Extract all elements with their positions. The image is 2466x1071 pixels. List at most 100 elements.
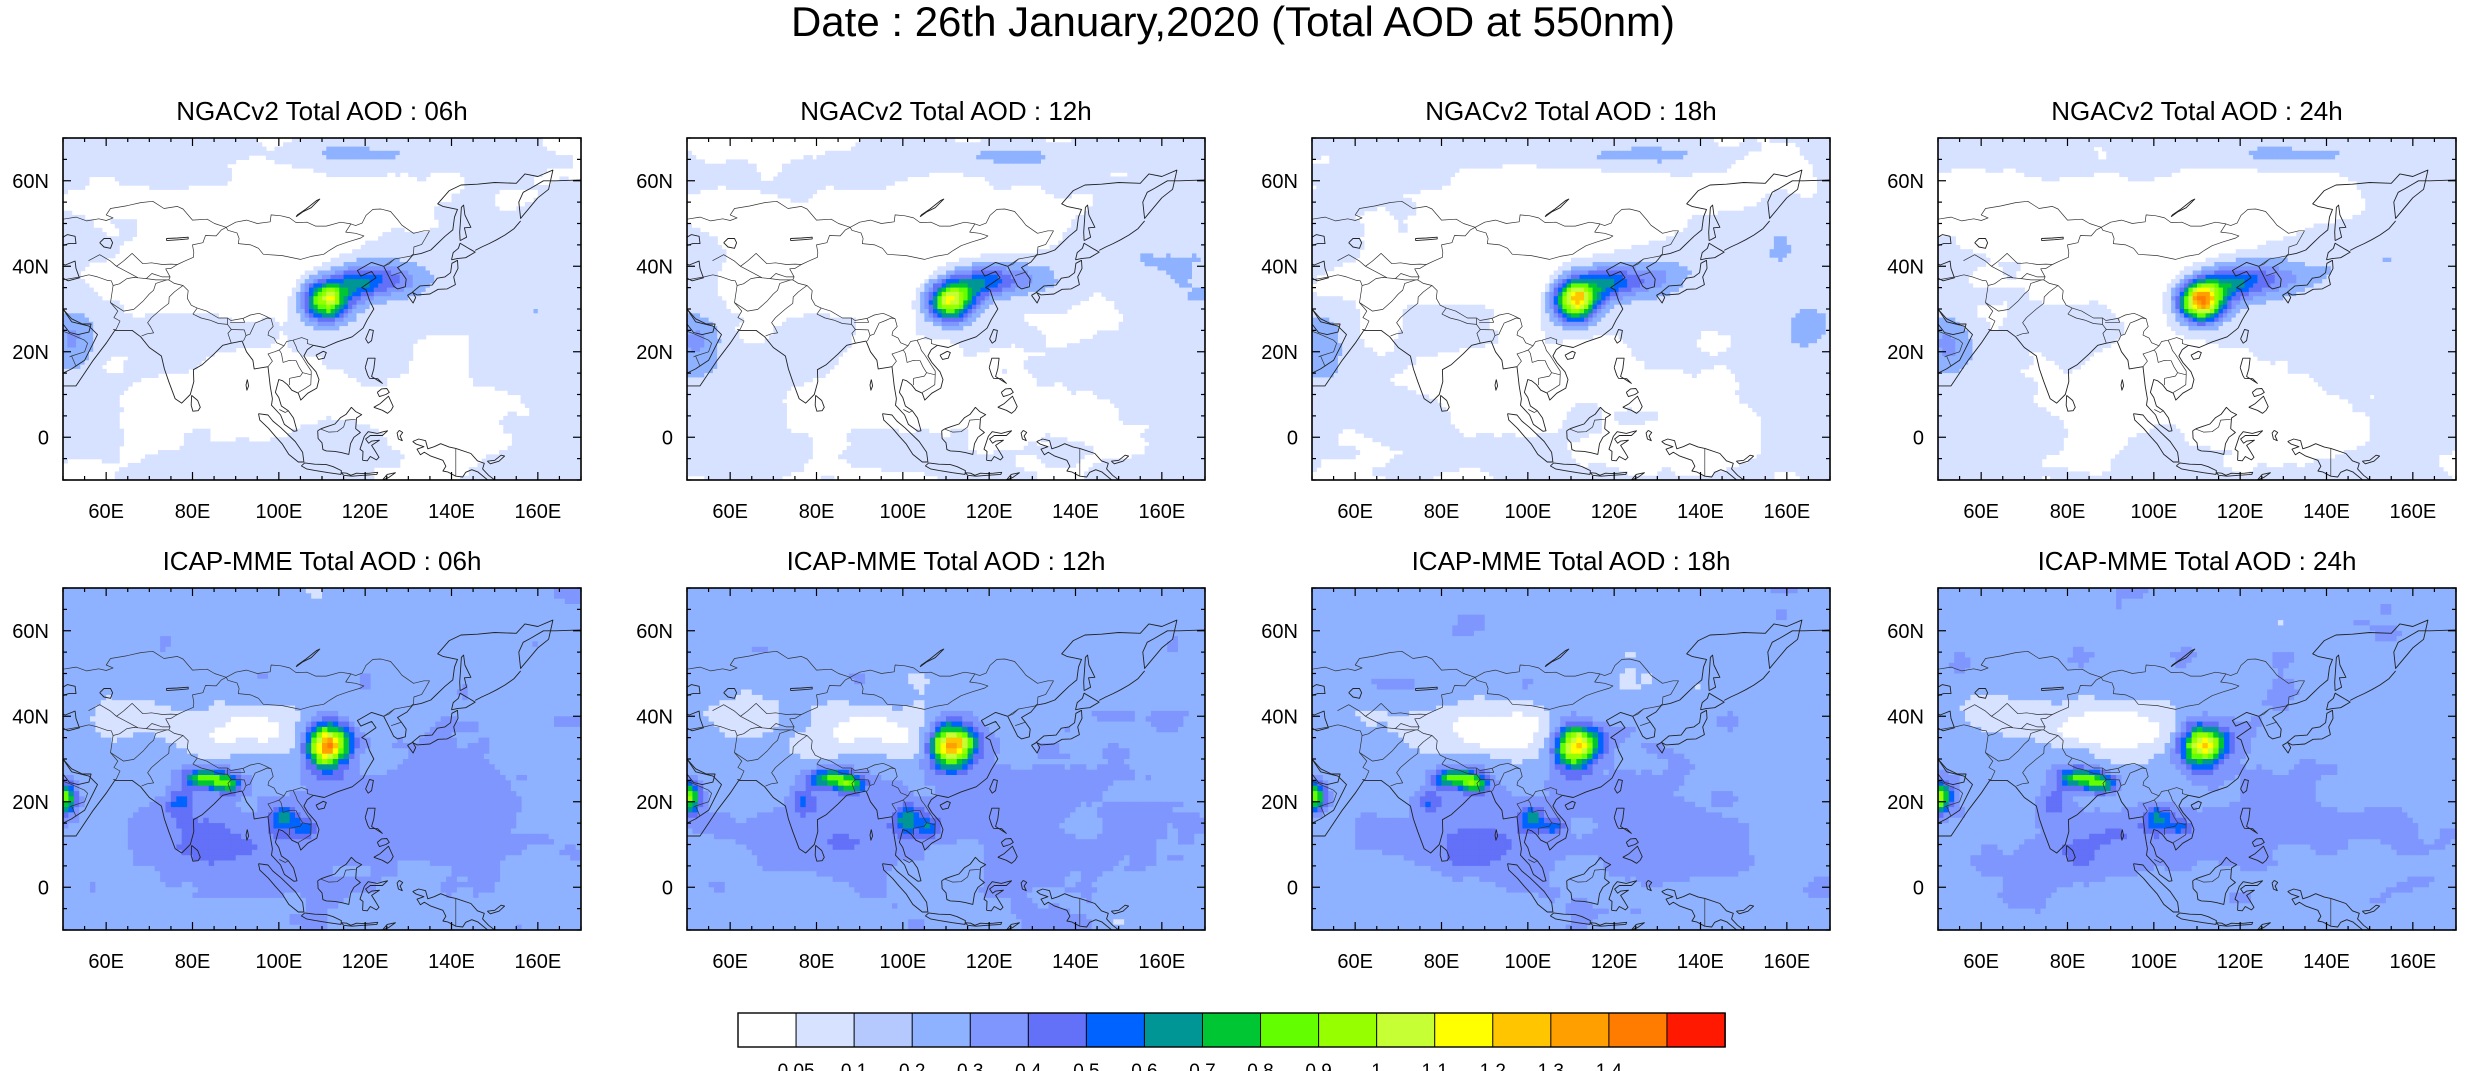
lon-tick-label: 140E — [1052, 501, 1099, 523]
lon-tick-label: 60E — [1337, 501, 1373, 523]
lat-tick-label: 20N — [1887, 342, 1924, 364]
lon-tick-label: 160E — [1138, 501, 1185, 523]
colorbar-swatch — [1143, 1012, 1204, 1048]
lon-tick-label: 100E — [255, 501, 302, 523]
lat-tick-label: 40N — [12, 256, 49, 278]
lon-tick-label: 120E — [342, 951, 389, 973]
lon-tick-label: 100E — [2130, 951, 2177, 973]
figure-title: Date : 26th January,2020 (Total AOD at 5… — [0, 0, 2466, 44]
lat-tick-label: 20N — [1887, 792, 1924, 814]
colorbar-swatch — [969, 1012, 1030, 1048]
country-borders — [63, 650, 457, 927]
colorbar-swatch — [737, 1012, 797, 1048]
lon-tick-label: 140E — [1052, 951, 1099, 973]
aod-field — [1312, 138, 1830, 480]
lat-tick-label: 60N — [12, 621, 49, 643]
lon-tick-label: 160E — [2389, 951, 2436, 973]
aod-field — [63, 588, 581, 930]
lon-tick-label: 100E — [1504, 501, 1551, 523]
lat-tick-label: 60N — [1261, 621, 1298, 643]
colorbar-swatch — [1492, 1012, 1552, 1048]
map-panel: NGACv2 Total AOD : 06h 60E 80E 100E 120E 140E… — [12, 96, 582, 523]
colorbar-swatch — [853, 1012, 913, 1048]
aod-field — [1938, 588, 2456, 930]
colorbar-swatch — [1608, 1012, 1668, 1048]
lon-tick-label: 140E — [2303, 951, 2350, 973]
lon-tick-label: 160E — [514, 501, 561, 523]
coastlines — [687, 169, 1205, 480]
colorbar-swatch — [795, 1012, 855, 1048]
colorbar-label: 0.4 — [1015, 1061, 1042, 1071]
lon-tick-label: 140E — [1677, 501, 1724, 523]
colorbar-label: 1.2 — [1480, 1061, 1506, 1071]
country-borders — [1312, 650, 1706, 927]
lat-tick-label: 60N — [636, 621, 673, 643]
lon-tick-label: 140E — [428, 951, 475, 973]
lat-tick-label: 20N — [636, 342, 673, 364]
lat-tick-label: 40N — [12, 706, 49, 728]
colorbar-swatch — [1550, 1012, 1610, 1048]
lon-tick-label: 100E — [879, 501, 926, 523]
panel-title: NGACv2 Total AOD : 12h — [800, 96, 1091, 126]
map-panel: ICAP-MME Total AOD : 18h 60E 80E 100E 120E 14… — [1261, 546, 1831, 973]
colorbar-label: 0.6 — [1131, 1061, 1157, 1071]
lat-tick-label: 60N — [636, 171, 673, 193]
lon-tick-label: 60E — [88, 501, 124, 523]
lon-tick-label: 120E — [342, 501, 389, 523]
coastlines — [1312, 619, 1830, 930]
lat-tick-label: 40N — [636, 256, 673, 278]
lat-tick-label: 40N — [1887, 706, 1924, 728]
map-panel: ICAP-MME Total AOD : 24h 60E 80E 100E 120E 14… — [1887, 546, 2457, 973]
lat-tick-label: 0 — [662, 877, 673, 899]
lon-tick-label: 60E — [88, 951, 124, 973]
lon-tick-label: 120E — [2217, 951, 2264, 973]
panel-title: ICAP-MME Total AOD : 24h — [2038, 546, 2357, 576]
lon-tick-label: 80E — [1424, 951, 1460, 973]
map-panel: ICAP-MME Total AOD : 06h 60E 80E 100E 120E 14… — [12, 546, 582, 973]
colorbar-label: 0.7 — [1189, 1061, 1215, 1071]
lon-tick-label: 120E — [966, 501, 1013, 523]
lon-tick-label: 80E — [2050, 501, 2086, 523]
lon-tick-label: 120E — [1591, 951, 1638, 973]
lat-tick-label: 0 — [1287, 427, 1298, 449]
lat-tick-label: 20N — [636, 792, 673, 814]
lat-tick-label: 0 — [1287, 877, 1298, 899]
country-borders — [687, 200, 1081, 477]
colorbar-label: 1.1 — [1421, 1061, 1447, 1071]
lon-tick-label: 80E — [1424, 501, 1460, 523]
lon-tick-label: 100E — [2130, 501, 2177, 523]
lat-tick-label: 40N — [1261, 706, 1298, 728]
lon-tick-label: 100E — [255, 951, 302, 973]
lat-tick-label: 60N — [1887, 171, 1924, 193]
panel-title: NGACv2 Total AOD : 06h — [176, 96, 467, 126]
colorbar-swatch — [1027, 1012, 1088, 1048]
aod-field — [1312, 588, 1830, 930]
colorbar-swatch — [1434, 1012, 1494, 1048]
country-borders — [63, 200, 457, 477]
coastlines — [63, 619, 581, 930]
lat-tick-label: 20N — [12, 792, 49, 814]
lat-tick-label: 40N — [1261, 256, 1298, 278]
lat-tick-label: 0 — [38, 877, 49, 899]
map-panel: NGACv2 Total AOD : 12h 60E 80E 100E 120E 140E… — [636, 96, 1206, 523]
coastlines — [1938, 169, 2456, 480]
country-borders — [1938, 650, 2332, 927]
lon-tick-label: 160E — [514, 951, 561, 973]
colorbar-swatch — [911, 1012, 972, 1048]
lat-tick-label: 0 — [1913, 877, 1924, 899]
lon-tick-label: 80E — [799, 951, 835, 973]
colorbar-swatch — [1201, 1012, 1262, 1048]
lat-tick-label: 60N — [1887, 621, 1924, 643]
panel-title: NGACv2 Total AOD : 24h — [2051, 96, 2342, 126]
lat-tick-label: 0 — [1913, 427, 1924, 449]
panel-title: ICAP-MME Total AOD : 12h — [787, 546, 1106, 576]
country-borders — [1312, 200, 1706, 477]
colorbar-label: 1.3 — [1538, 1061, 1564, 1071]
lon-tick-label: 160E — [2389, 501, 2436, 523]
lat-tick-label: 60N — [1261, 171, 1298, 193]
lon-tick-label: 80E — [175, 951, 211, 973]
colorbar-swatch — [1318, 1012, 1378, 1048]
lat-tick-label: 40N — [1887, 256, 1924, 278]
aod-field — [63, 138, 581, 480]
